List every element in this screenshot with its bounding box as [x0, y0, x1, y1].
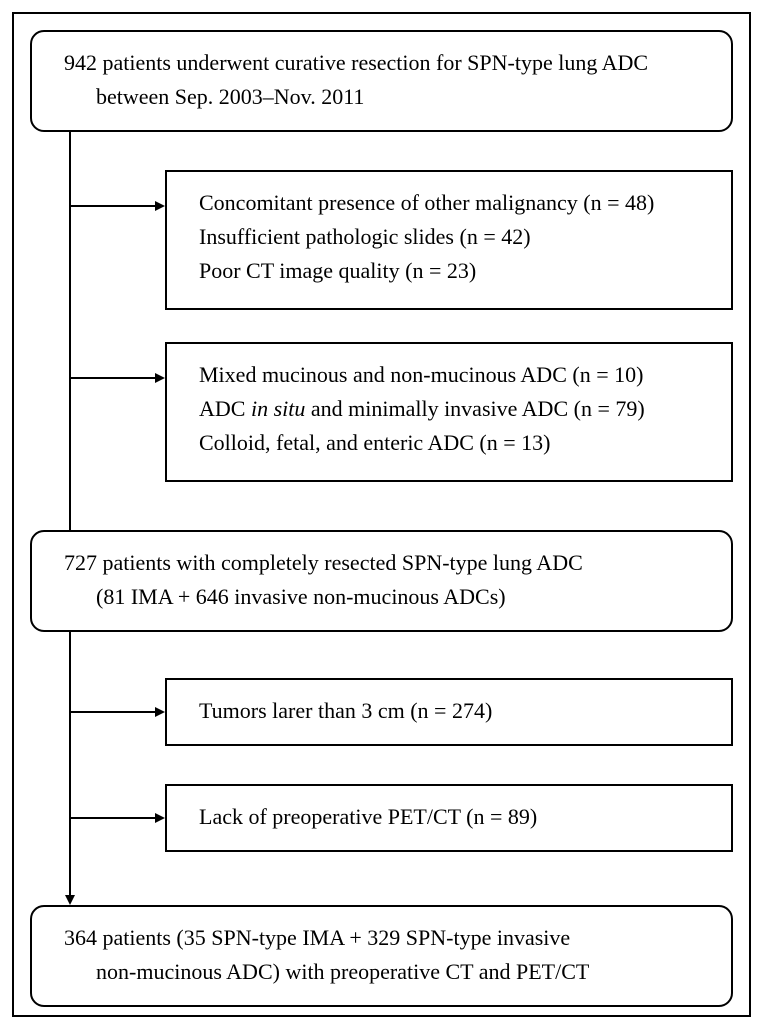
node-end-line1: 364 patients (35 SPN-type IMA + 329 SPN-… [64, 921, 709, 955]
node-mid-line2: (81 IMA + 646 invasive non-mucinous ADCs… [64, 580, 709, 614]
node-excl3: Tumors larer than 3 cm (n = 274) [165, 678, 733, 746]
node-excl4-line1: Lack of preoperative PET/CT (n = 89) [199, 800, 709, 834]
node-end-line2: non-mucinous ADC) with preoperative CT a… [64, 955, 709, 989]
node-excl1-line1: Concomitant presence of other malignancy… [199, 186, 709, 220]
node-excl1-line2: Insufficient pathologic slides (n = 42) [199, 220, 709, 254]
node-start-line1: 942 patients underwent curative resectio… [64, 46, 709, 80]
node-end: 364 patients (35 SPN-type IMA + 329 SPN-… [30, 905, 733, 1007]
node-excl2-line1: Mixed mucinous and non-mucinous ADC (n =… [199, 358, 709, 392]
node-mid-line1: 727 patients with completely resected SP… [64, 546, 709, 580]
node-excl4: Lack of preoperative PET/CT (n = 89) [165, 784, 733, 852]
node-excl2-line3: Colloid, fetal, and enteric ADC (n = 13) [199, 426, 709, 460]
node-excl1-line3: Poor CT image quality (n = 23) [199, 254, 709, 288]
node-excl2-line2-italic: in situ [251, 396, 305, 421]
node-excl3-line1: Tumors larer than 3 cm (n = 274) [199, 694, 709, 728]
node-excl1: Concomitant presence of other malignancy… [165, 170, 733, 310]
node-mid: 727 patients with completely resected SP… [30, 530, 733, 632]
node-excl2-line2-a: ADC [199, 396, 251, 421]
node-start-line2: between Sep. 2003–Nov. 2011 [64, 80, 709, 114]
node-excl2-line2: ADC in situ and minimally invasive ADC (… [199, 392, 709, 426]
flowchart-canvas: 942 patients underwent curative resectio… [0, 0, 763, 1029]
node-excl2-line2-b: and minimally invasive ADC (n = 79) [305, 396, 644, 421]
outer-frame [12, 12, 751, 1017]
node-excl2: Mixed mucinous and non-mucinous ADC (n =… [165, 342, 733, 482]
node-start: 942 patients underwent curative resectio… [30, 30, 733, 132]
